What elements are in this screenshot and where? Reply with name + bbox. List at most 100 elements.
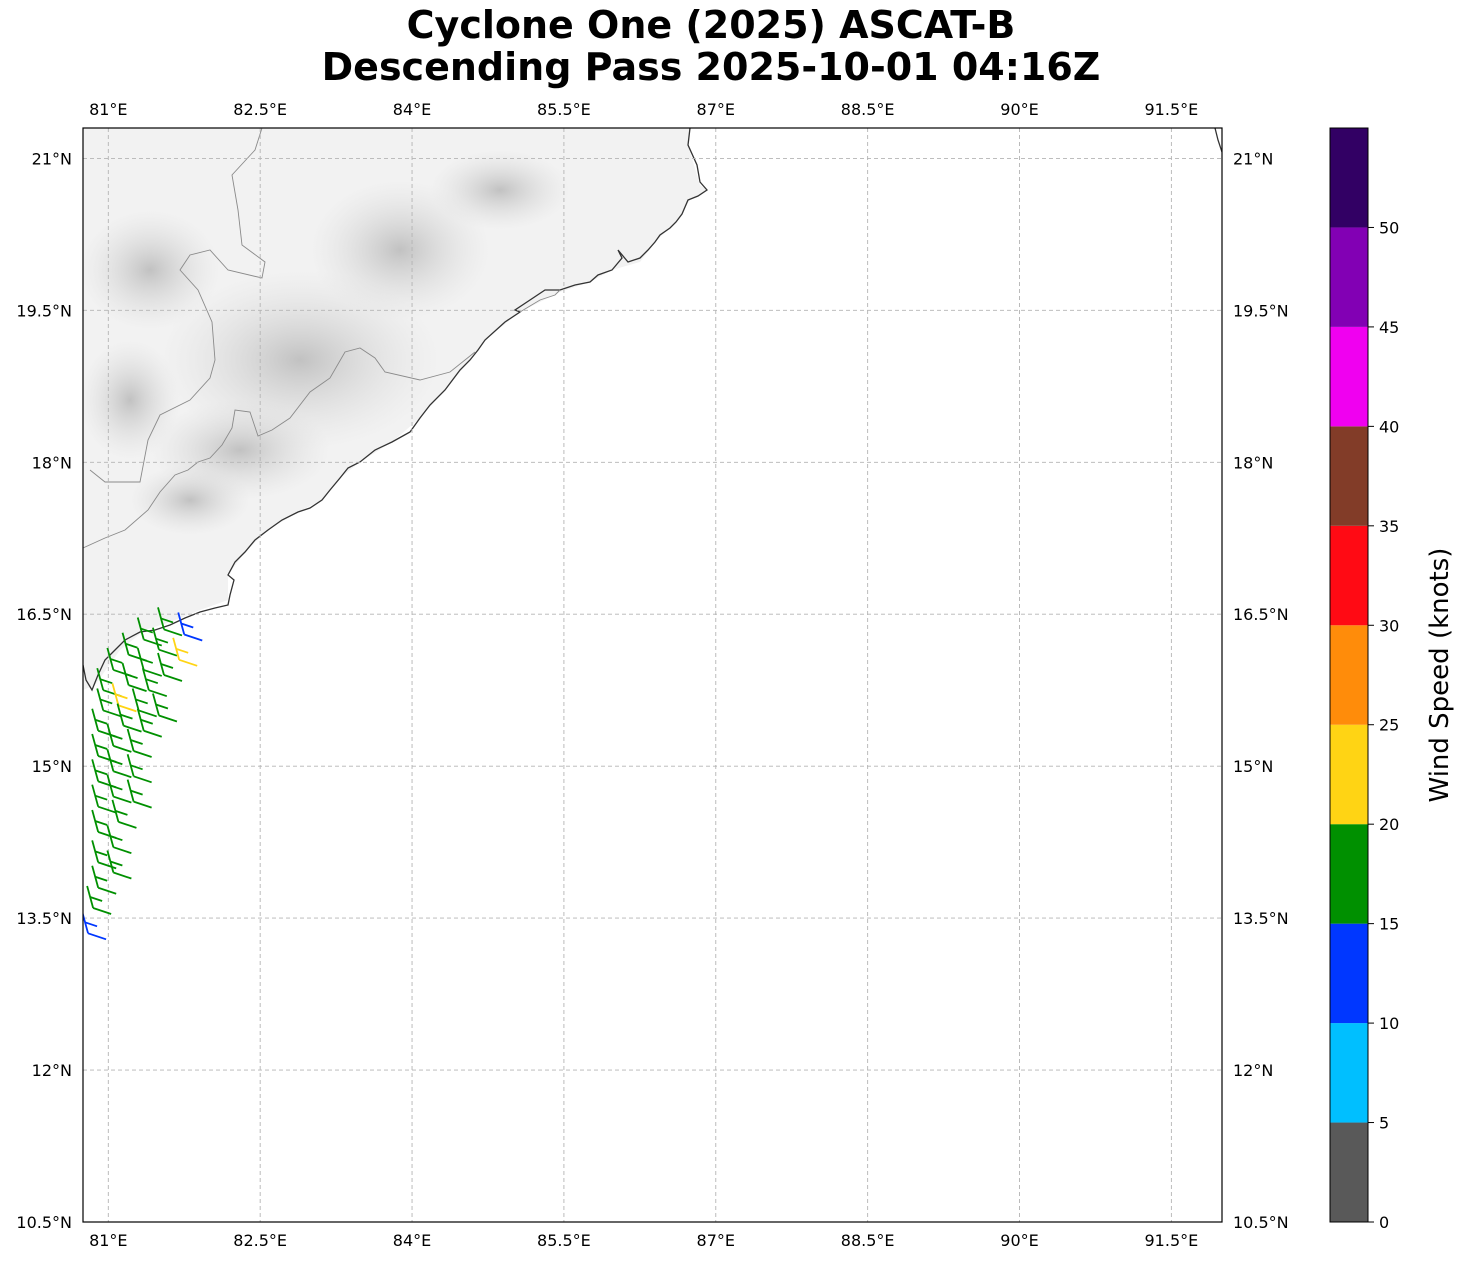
wind-barb: [106, 723, 132, 753]
lon-tick-label-top: 87°E: [697, 100, 735, 119]
wind-barb: [131, 688, 157, 718]
wind-barb: [91, 784, 117, 814]
colorbar-tick-label: 30: [1379, 616, 1399, 635]
colorbar-tick-label: 15: [1379, 915, 1399, 934]
lat-tick-label-right: 12°N: [1233, 1061, 1273, 1080]
wind-barb: [111, 799, 137, 829]
lon-tick-label-bottom: 82.5°E: [233, 1231, 287, 1250]
lat-tick-label-right: 16.5°N: [1233, 605, 1289, 624]
lat-tick-label-left: 10.5°N: [16, 1213, 72, 1232]
coastline: [83, 128, 708, 692]
wind-barb: [141, 667, 168, 698]
colorbar-label: Wind Speed (knots): [1425, 548, 1455, 803]
wind-barb: [126, 779, 152, 809]
lat-tick-label-right: 15°N: [1233, 757, 1273, 776]
lat-tick-label-left: 12°N: [32, 1061, 72, 1080]
title-line-2: Descending Pass 2025-10-01 04:16Z: [321, 45, 1101, 89]
wind-barbs: [83, 607, 203, 941]
colorbar-tick-label: 40: [1379, 417, 1399, 436]
terrain-shade: [83, 210, 220, 330]
lon-tick-label-bottom: 85.5°E: [537, 1231, 591, 1250]
wind-barb: [157, 652, 183, 682]
terrain-shade: [130, 465, 250, 535]
lat-tick-label-left: 21°N: [32, 149, 72, 168]
wind-barb: [96, 688, 122, 718]
colorbar-bin: [1330, 128, 1368, 228]
wind-barb: [126, 754, 152, 784]
lon-tick-label-bottom: 90°E: [1000, 1231, 1038, 1250]
wind-barb: [111, 683, 137, 713]
lat-tick-label-right: 19.5°N: [1233, 301, 1289, 320]
lon-tick-label-bottom: 81°E: [89, 1231, 127, 1250]
state-border: [83, 347, 476, 549]
colorbar-tick-label: 25: [1379, 716, 1399, 735]
lon-tick-label-top: 88.5°E: [841, 100, 895, 119]
land-layer: [83, 128, 1222, 692]
state-border: [519, 289, 561, 313]
wind-barb: [152, 693, 178, 723]
lon-tick-label-top: 81°E: [89, 100, 127, 119]
lon-tick-label-bottom: 84°E: [393, 1231, 431, 1250]
wind-barb: [136, 647, 163, 677]
lat-tick-label-left: 18°N: [32, 453, 72, 472]
wind-barb: [106, 850, 132, 880]
wind-barb: [136, 617, 163, 647]
terrain-shade: [83, 340, 180, 460]
lat-tick-label-left: 19.5°N: [16, 301, 72, 320]
wind-barb: [152, 627, 178, 657]
lat-tick-label-left: 16.5°N: [16, 605, 72, 624]
wind-barb: [136, 708, 163, 738]
colorbar-bin: [1330, 1122, 1368, 1222]
wind-barb: [121, 662, 147, 692]
gridlines: [83, 128, 1222, 1222]
wind-barb: [106, 748, 132, 779]
colorbar-bin: [1330, 625, 1368, 725]
lon-tick-label-top: 91.5°E: [1145, 100, 1199, 119]
axis-ticks: 81°E 81°E 82.5°E 82.5°E 84°E 84°E 85.5°E 85.5°E…: [16, 100, 1288, 1250]
colorbar-frame: [1329, 127, 1369, 1223]
state-border: [89, 128, 266, 483]
lat-tick-label-right: 13.5°N: [1233, 909, 1289, 928]
terrain-shade: [310, 180, 490, 320]
lat-tick-label-right: 10.5°N: [1233, 1213, 1289, 1232]
wind-barb: [126, 728, 152, 758]
colorbar-bin: [1330, 426, 1368, 526]
lat-tick-label-right: 18°N: [1233, 453, 1273, 472]
wind-barb: [91, 865, 117, 895]
terrain-shade: [430, 150, 570, 230]
wind-barb: [106, 774, 132, 804]
colorbar-bin: [1330, 923, 1368, 1024]
lon-tick-label-top: 90°E: [1000, 100, 1038, 119]
lon-tick-label-top: 85.5°E: [537, 100, 591, 119]
colorbar-tick-label: 45: [1379, 318, 1399, 337]
wind-barb: [86, 885, 112, 915]
wind-barb: [172, 637, 198, 667]
colorbar-bin: [1330, 1023, 1368, 1123]
colorbar-bin: [1330, 525, 1368, 626]
lat-tick-label-left: 15°N: [32, 757, 72, 776]
lat-tick-label-right: 21°N: [1233, 149, 1273, 168]
colorbar-tick-label: 35: [1379, 517, 1399, 536]
coastline-east: [1214, 128, 1222, 153]
colorbar-bin: [1330, 326, 1368, 427]
colorbar-tick-label: 50: [1379, 218, 1399, 237]
colorbar-bin: [1330, 824, 1368, 924]
lon-tick-label-bottom: 87°E: [697, 1231, 735, 1250]
wind-barb: [177, 612, 203, 642]
lon-tick-label-top: 82.5°E: [233, 100, 287, 119]
colorbar-tick-label: 5: [1379, 1114, 1389, 1133]
title-line-1: Cyclone One (2025) ASCAT-B: [406, 3, 1016, 47]
colorbar-tick-label: 10: [1379, 1014, 1399, 1033]
lon-tick-label-bottom: 88.5°E: [841, 1231, 895, 1250]
colorbar-tick-label: 20: [1379, 815, 1399, 834]
colorbar: 0 5 10 15 20 25 30 35 40 45 50: [1329, 127, 1399, 1232]
wind-barb: [157, 607, 183, 637]
colorbar-bin: [1330, 227, 1368, 327]
colorbar-tick-label: 0: [1379, 1213, 1389, 1232]
colorbar-bin: [1330, 724, 1368, 825]
lon-tick-label-top: 84°E: [393, 100, 431, 119]
wind-barb: [91, 840, 117, 870]
lon-tick-label-bottom: 91.5°E: [1145, 1231, 1199, 1250]
map-frame: [82, 127, 1223, 1223]
